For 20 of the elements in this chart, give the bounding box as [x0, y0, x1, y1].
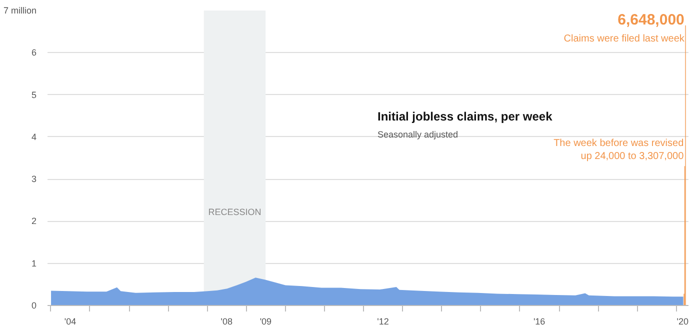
x-tick-label: '04	[64, 316, 76, 326]
x-tick-label: '20	[676, 316, 688, 326]
y-tick-label: 2	[31, 216, 37, 226]
y-tick-label: 1	[31, 258, 37, 268]
text: Initial jobless claims, per week	[378, 110, 553, 124]
annotation: Claims were filed last week	[564, 33, 686, 44]
y-tick-label: 0	[31, 300, 37, 310]
x-tick-label: '09	[260, 316, 272, 326]
y-tick-label: 6	[31, 48, 37, 58]
y-tick-label: 5	[31, 90, 37, 100]
y-tick-label: 7 million	[3, 6, 37, 16]
band-label: RECESSION	[208, 207, 262, 217]
text: Seasonally adjusted	[378, 130, 458, 140]
x-tick-label: '08	[220, 316, 233, 326]
y-tick-label: 4	[31, 132, 37, 142]
x-tick-label: '16	[533, 316, 546, 326]
annotation: The week before was revised up 24,000 to 3,307,000	[554, 138, 684, 162]
x-tick-label: '12	[377, 316, 389, 326]
annotation: 6,648,000	[618, 11, 684, 28]
y-tick-label: 3	[31, 174, 37, 184]
